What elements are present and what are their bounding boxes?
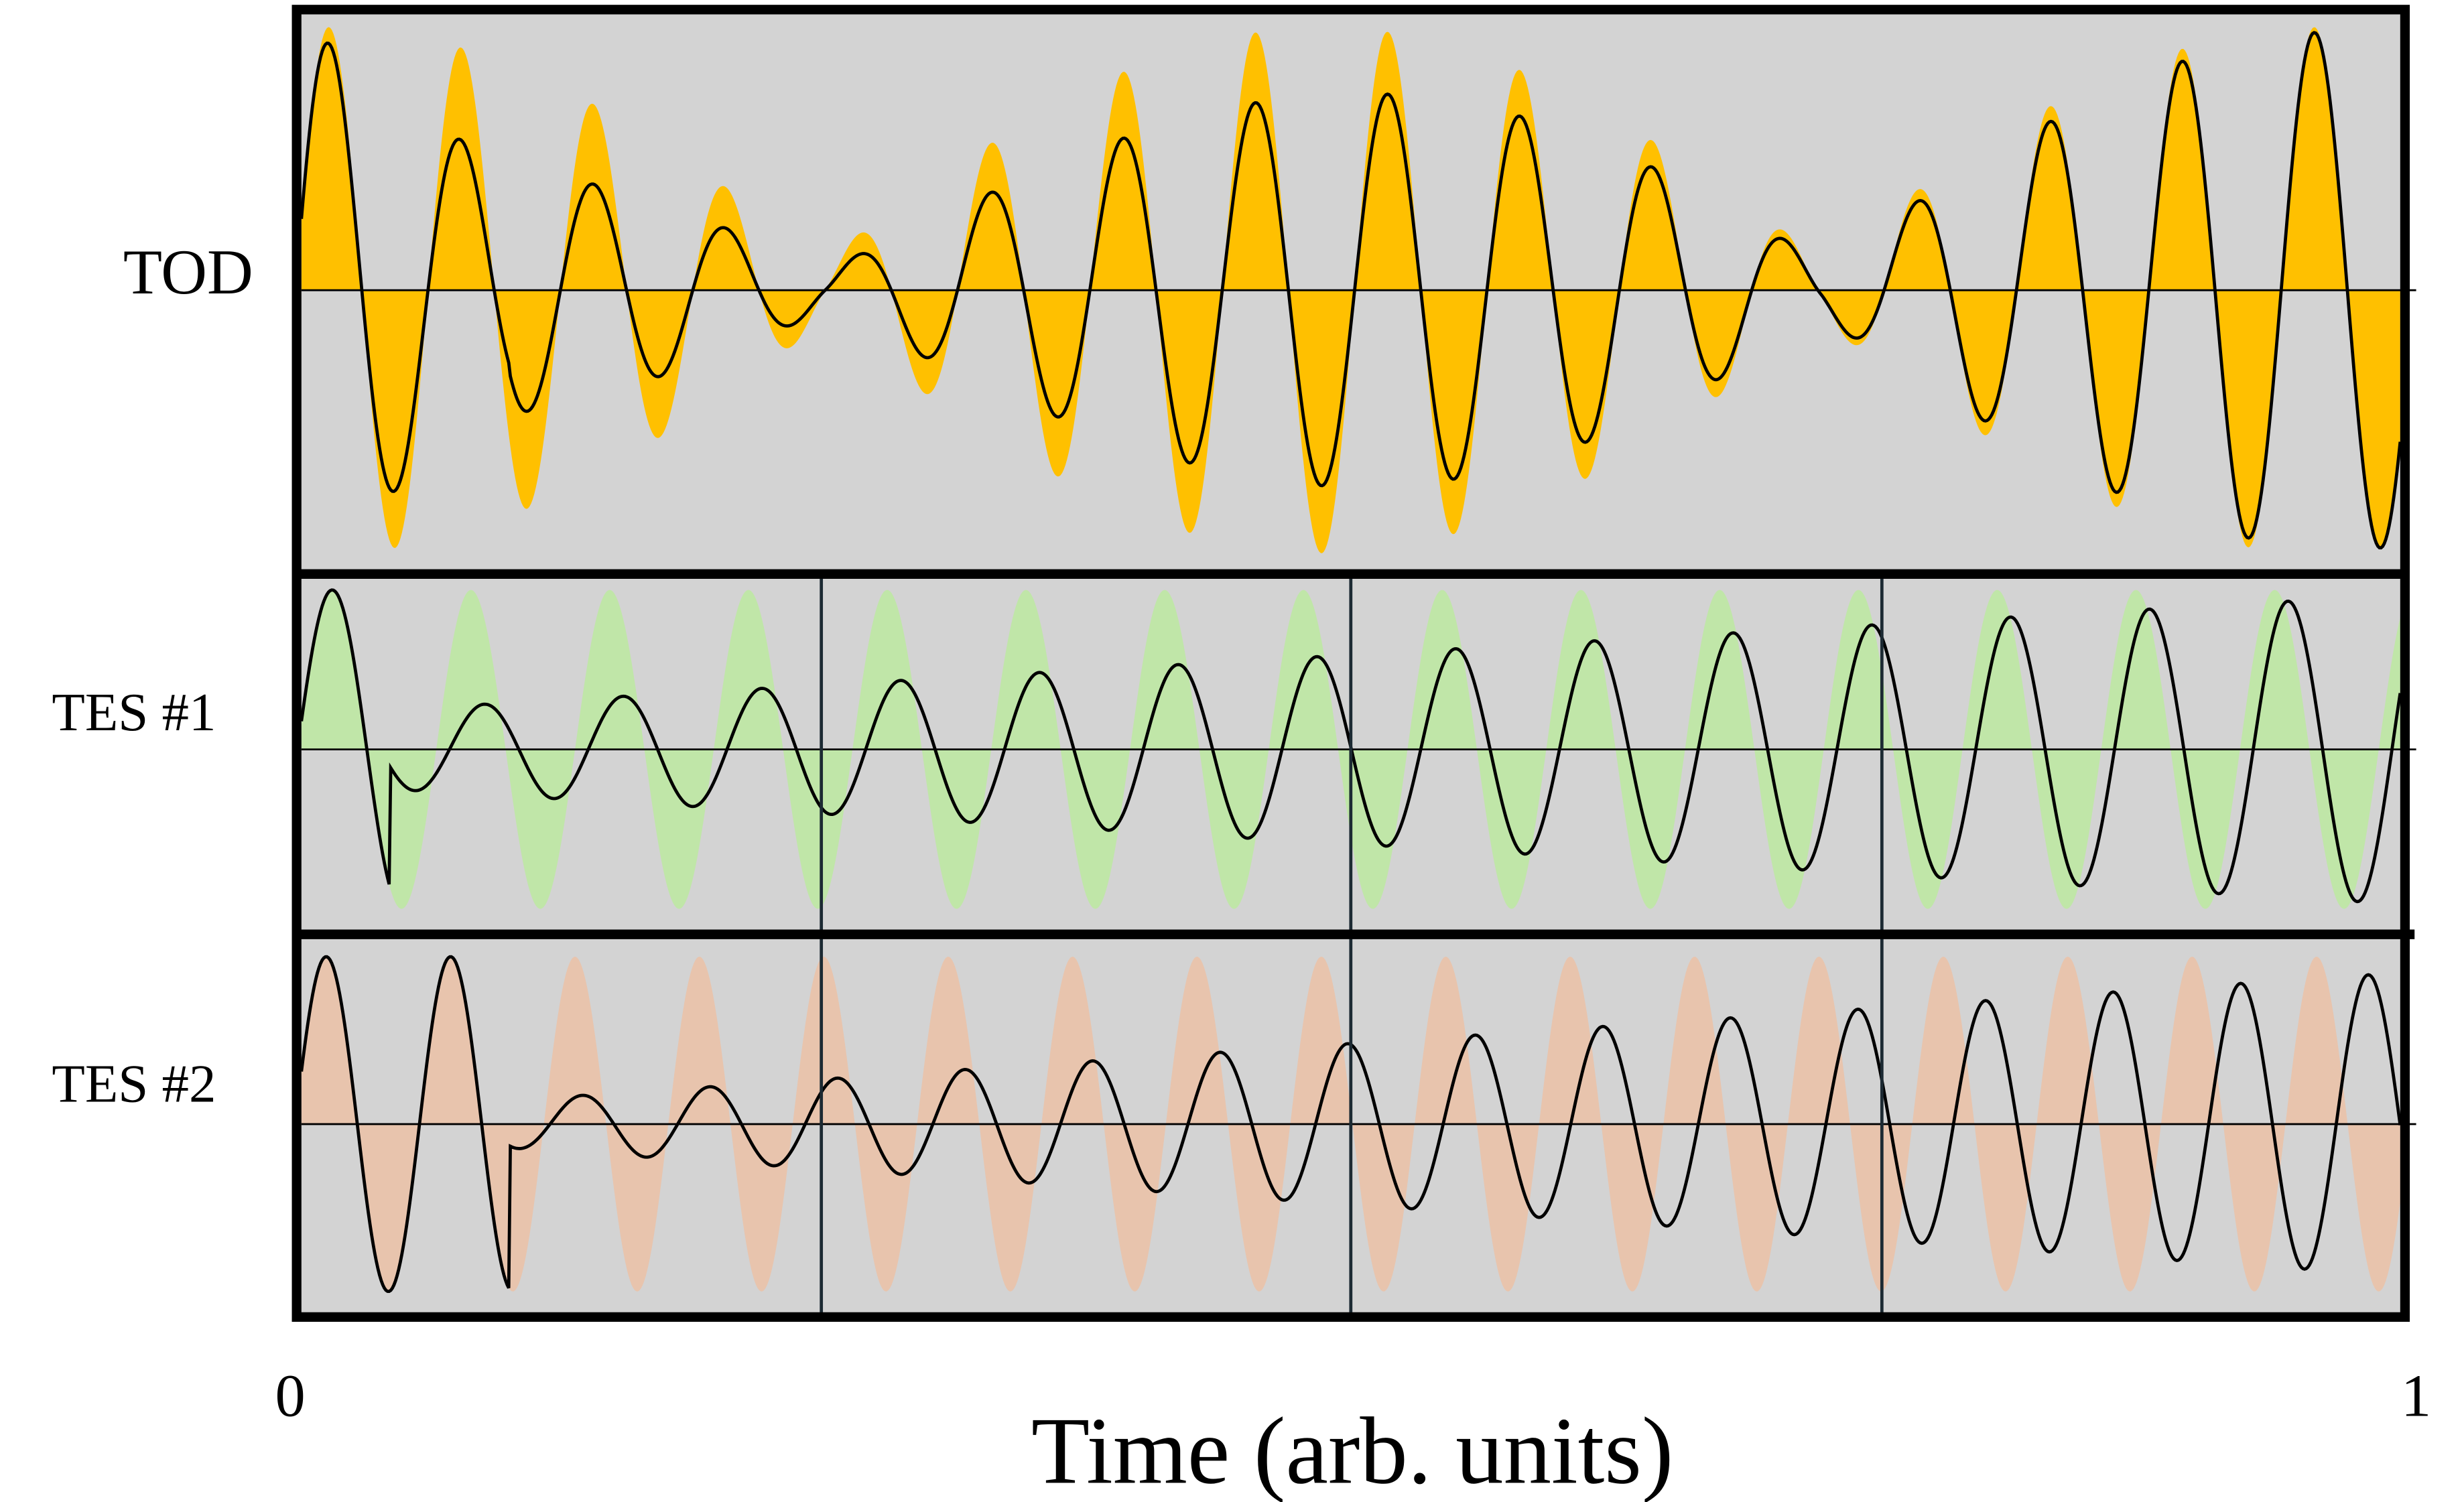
frame: [291, 5, 2415, 1322]
panel-label: TES #2: [52, 1054, 216, 1114]
signal-line: [300, 31, 2402, 550]
panel-label: TES #1: [52, 682, 216, 742]
panel-label: TOD: [123, 236, 253, 308]
x-tick-label: 1: [2401, 1361, 2431, 1429]
x-axis-title: Time (arb. units): [1031, 1397, 1673, 1502]
dividers: [820, 577, 1884, 1317]
x-tick-label: 0: [275, 1361, 306, 1429]
frame-border: [291, 5, 2410, 1322]
